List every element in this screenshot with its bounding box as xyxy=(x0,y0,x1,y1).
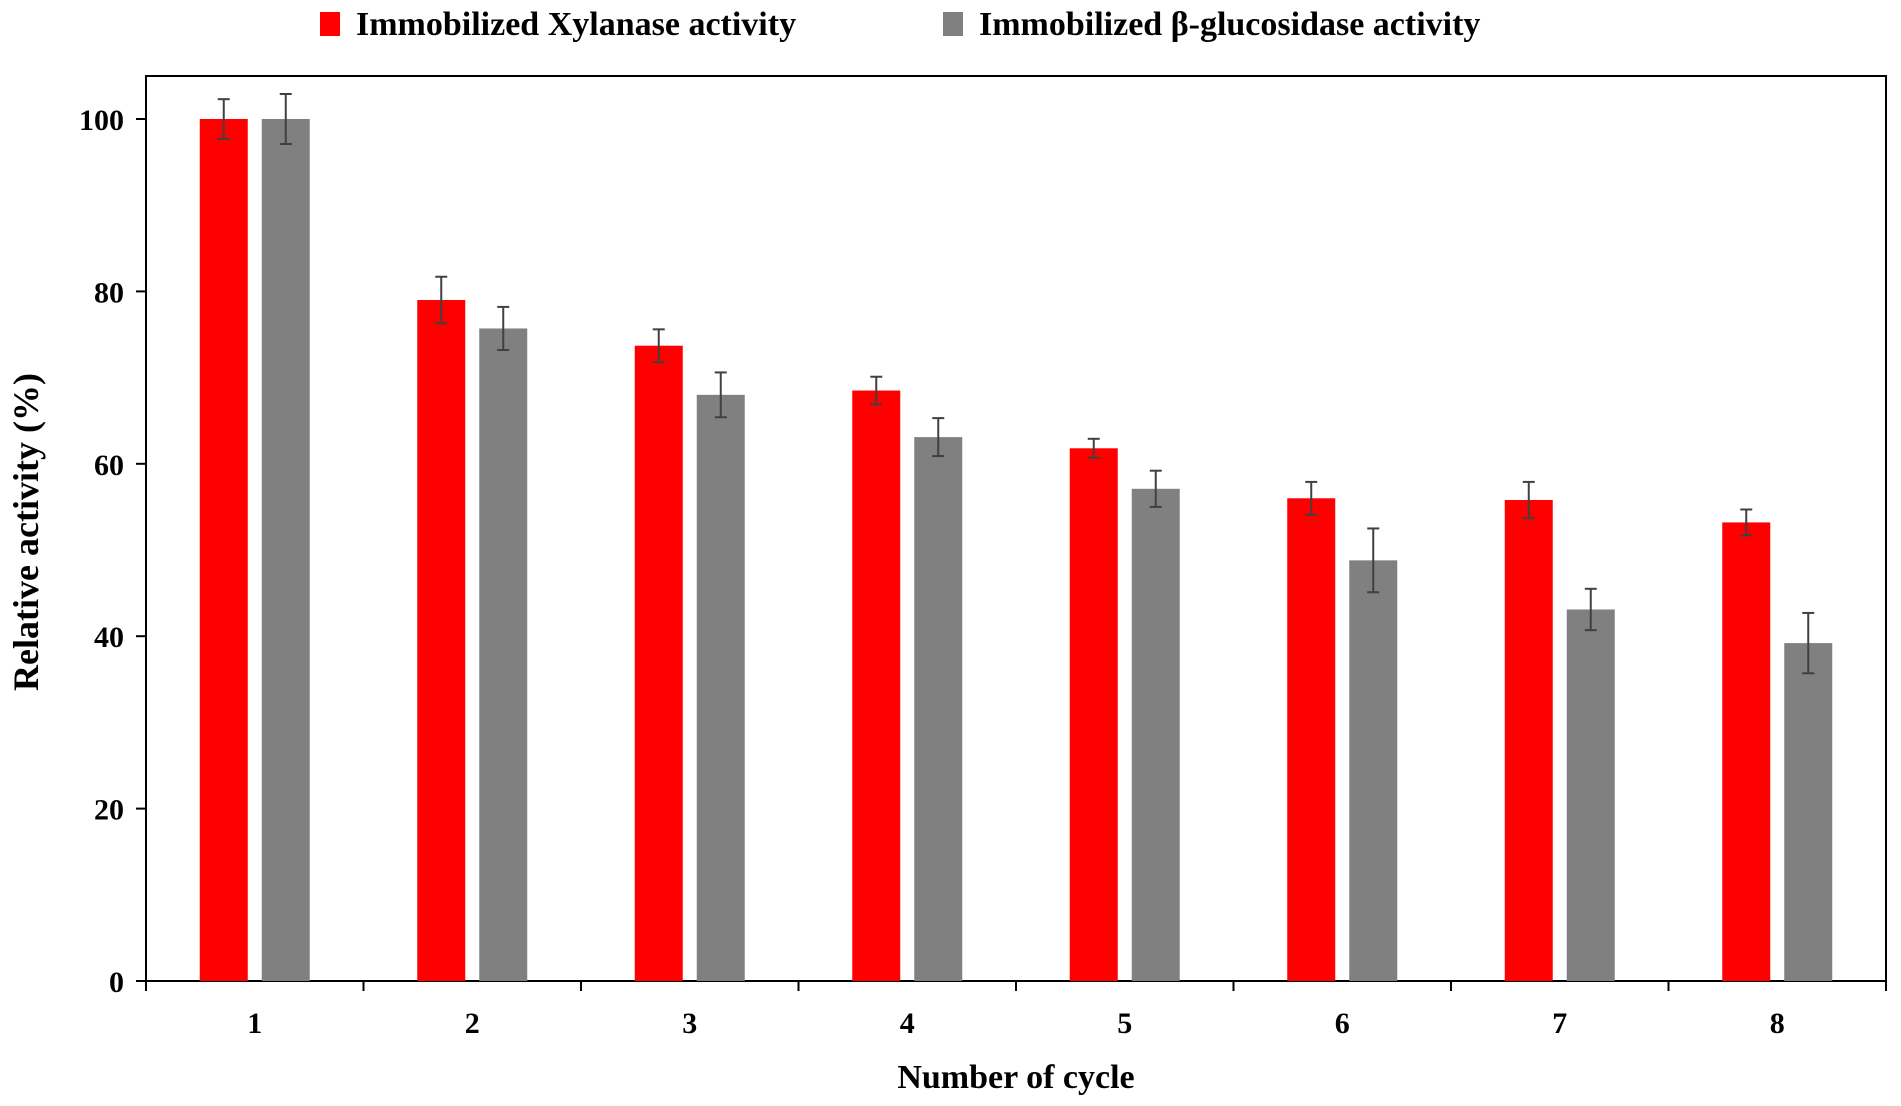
x-tick-label: 4 xyxy=(900,1007,915,1040)
y-axis-title: Relative activity (%) xyxy=(6,373,46,691)
legend: Immobilized Xylanase activity Immobilize… xyxy=(320,6,1480,43)
bar-glucosidase-cycle-2 xyxy=(479,328,528,981)
x-axis-title: Number of cycle xyxy=(897,1059,1134,1096)
y-tick-label: 80 xyxy=(94,276,124,309)
x-tick-label: 8 xyxy=(1770,1007,1785,1040)
bar-xylanase-cycle-3 xyxy=(634,345,683,981)
x-tick-label: 6 xyxy=(1335,1007,1350,1040)
bar-glucosidase-cycle-5 xyxy=(1131,488,1180,981)
bar-glucosidase-cycle-3 xyxy=(696,394,745,982)
x-axis: 1 2 3 4 5 6 7 8 xyxy=(145,981,1887,1040)
bar-xylanase-cycle-6 xyxy=(1287,498,1336,981)
bar-xylanase-cycle-2 xyxy=(417,300,466,981)
bar-xylanase-cycle-5 xyxy=(1069,448,1118,981)
y-tick-label: 60 xyxy=(94,449,124,482)
y-tick-label: 20 xyxy=(94,794,124,827)
plot-frame xyxy=(145,75,1887,982)
bar-xylanase-cycle-8 xyxy=(1722,522,1771,981)
bar-glucosidase-cycle-6 xyxy=(1349,560,1398,981)
legend-swatch-glucosidase xyxy=(943,12,963,36)
bar-glucosidase-cycle-8 xyxy=(1784,643,1833,981)
bars xyxy=(199,119,1833,982)
x-tick-label: 7 xyxy=(1552,1007,1567,1040)
y-tick-label: 100 xyxy=(79,104,124,137)
x-tick-label: 5 xyxy=(1117,1007,1132,1040)
y-axis: 0 20 40 60 80 100 xyxy=(79,104,146,999)
bar-xylanase-cycle-4 xyxy=(852,390,901,981)
bar-xylanase-cycle-1 xyxy=(199,119,248,981)
legend-swatch-xylanase xyxy=(320,12,340,36)
x-tick-label: 1 xyxy=(247,1007,262,1040)
x-tick-label: 2 xyxy=(465,1007,480,1040)
bar-glucosidase-cycle-7 xyxy=(1566,609,1615,981)
y-tick-label: 0 xyxy=(109,966,124,999)
bar-glucosidase-cycle-4 xyxy=(914,437,963,981)
bar-glucosidase-cycle-1 xyxy=(261,119,310,981)
legend-label-glucosidase: Immobilized β-glucosidase activity xyxy=(979,6,1480,43)
error-bars xyxy=(217,93,1815,675)
bar-xylanase-cycle-7 xyxy=(1504,500,1553,981)
y-tick-label: 40 xyxy=(94,621,124,654)
x-tick-label: 3 xyxy=(682,1007,697,1040)
legend-label-xylanase: Immobilized Xylanase activity xyxy=(356,6,796,43)
